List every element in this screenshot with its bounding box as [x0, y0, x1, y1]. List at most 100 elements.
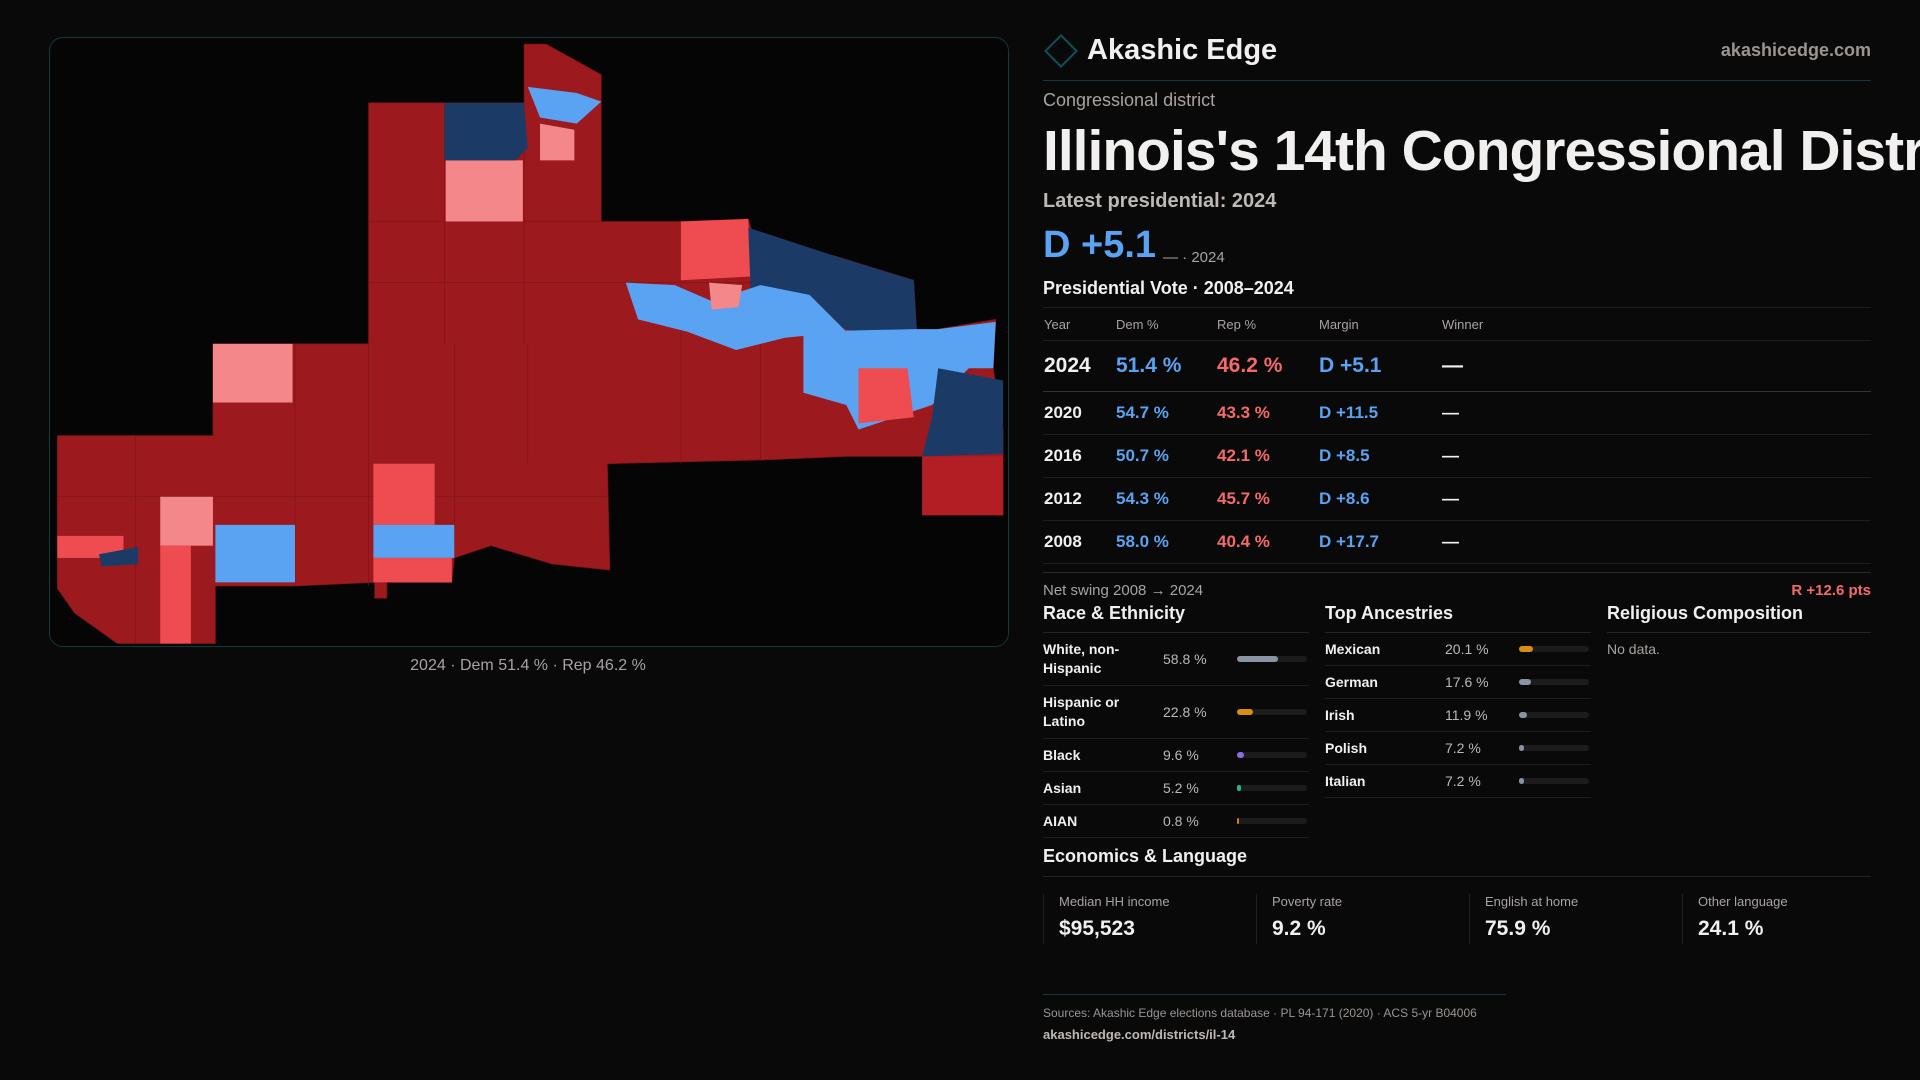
stat-value: $95,523: [1059, 917, 1135, 940]
religion-section: Religious Composition No data.: [1607, 602, 1871, 657]
race-row: Hispanic or Latino 22.8 %: [1043, 686, 1309, 739]
race-section: Race & Ethnicity White, non-Hispanic 58.8…: [1043, 602, 1309, 838]
cell-winner: —: [1441, 477, 1871, 521]
cell-year: 2024: [1043, 340, 1115, 392]
race-bar-fill: [1237, 709, 1253, 715]
econ-stat: English at home 75.9 %: [1469, 894, 1675, 944]
precinct: [527, 86, 602, 124]
precinct: [540, 123, 575, 161]
stat-label: English at home: [1485, 894, 1579, 909]
race-row: Asian 5.2 %: [1043, 772, 1309, 805]
ancestry-label: Mexican: [1325, 640, 1381, 657]
site-link[interactable]: akashicedge.com: [1720, 40, 1871, 60]
ancestry-bar: [1519, 646, 1589, 652]
latest-label: Latest presidential: 2024: [1043, 190, 1277, 212]
stat-label: Poverty rate: [1272, 894, 1343, 909]
vote-table: Year Dem % Rep % Margin Winner 2024 51.4 …: [1043, 307, 1871, 564]
ancestry-bar-fill: [1519, 778, 1525, 784]
cell-margin: D +11.5: [1318, 391, 1441, 435]
precinct: [373, 557, 452, 583]
race-pct: 22.8 %: [1163, 704, 1207, 720]
district-shape: [56, 43, 1004, 644]
precinct: [160, 496, 213, 546]
stat-label: Median HH income: [1059, 894, 1170, 909]
sources: Sources: Akashic Edge elections database…: [1043, 1006, 1477, 1020]
diamond-icon: [1044, 33, 1078, 68]
ancestry-label: German: [1325, 673, 1378, 690]
precinct: [858, 368, 914, 424]
cell-winner: —: [1441, 520, 1871, 564]
col-margin: Margin: [1318, 307, 1441, 341]
latest-margin: D +5.1: [1043, 224, 1157, 266]
race-bar: [1237, 709, 1307, 715]
race-bar: [1237, 818, 1307, 824]
precinct: [160, 545, 191, 644]
religion-empty: No data.: [1607, 641, 1660, 657]
stat-value: 75.9 %: [1485, 917, 1551, 940]
race-bar: [1237, 785, 1307, 791]
race-bar-fill: [1237, 656, 1279, 662]
cell-rep: 43.3 %: [1216, 391, 1318, 435]
ancestry-row: Irish 11.9 %: [1325, 699, 1591, 732]
cell-dem: 51.4 %: [1115, 340, 1216, 392]
col-dem: Dem %: [1115, 307, 1216, 341]
ancestry-bar: [1519, 745, 1589, 751]
precinct: [445, 160, 523, 222]
race-label: Asian: [1043, 779, 1082, 796]
vote-row: 2024 51.4 % 46.2 % D +5.1—: [1043, 340, 1871, 392]
ancestry-bar-fill: [1519, 745, 1525, 751]
race-title: Race & Ethnicity: [1043, 602, 1309, 633]
map-caption: 2024 · Dem 51.4 % · Rep 46.2 %: [410, 657, 646, 674]
ancestry-row: German 17.6 %: [1325, 666, 1591, 699]
vote-row: 2020 54.7 % 43.3 % D +11.5—: [1043, 391, 1871, 435]
ancestry-title: Top Ancestries: [1325, 602, 1591, 633]
race-bar-fill: [1237, 785, 1241, 791]
ancestry-bar: [1519, 679, 1589, 685]
precinct: [212, 343, 293, 403]
cell-margin: D +8.5: [1318, 434, 1441, 478]
precinct: [709, 282, 743, 310]
col-winner: Winner: [1441, 307, 1871, 341]
ancestry-label: Irish: [1325, 706, 1355, 723]
econ-stat: Poverty rate 9.2 %: [1256, 894, 1462, 944]
header-divider: [1043, 80, 1871, 81]
cell-dem: 50.7 %: [1115, 434, 1216, 478]
latest-margin-sub: — · 2024: [1163, 249, 1225, 266]
race-row: White, non-Hispanic 58.8 %: [1043, 633, 1309, 686]
race-bar: [1237, 752, 1307, 758]
brand-logo[interactable]: Akashic Edge: [1043, 33, 1278, 68]
net-swing-value: R +12.6 pts: [1791, 582, 1871, 599]
district-url[interactable]: akashicedge.com/districts/il-14: [1043, 1027, 1236, 1042]
precinct: [680, 219, 751, 281]
cell-margin: D +5.1: [1318, 340, 1441, 392]
econ-stat: Median HH income $95,523: [1043, 894, 1249, 944]
ancestry-pct: 7.2 %: [1445, 740, 1481, 756]
ancestry-row: Italian 7.2 %: [1325, 765, 1591, 798]
cell-year: 2020: [1043, 391, 1115, 435]
vote-row: 2012 54.3 % 45.7 % D +8.6—: [1043, 477, 1871, 521]
vote-section-title: Presidential Vote · 2008–2024: [1043, 278, 1294, 298]
race-pct: 58.8 %: [1163, 651, 1207, 667]
race-bar: [1237, 656, 1307, 662]
cell-margin: D +8.6: [1318, 477, 1441, 521]
econ-title: Economics & Language: [1043, 846, 1871, 877]
col-rep: Rep %: [1216, 307, 1318, 341]
precinct: [373, 524, 455, 558]
precinct: [215, 524, 296, 583]
cell-dem: 54.7 %: [1115, 391, 1216, 435]
precinct: [625, 282, 847, 350]
cell-dem: 58.0 %: [1115, 520, 1216, 564]
ancestry-row: Polish 7.2 %: [1325, 732, 1591, 765]
race-label: AIAN: [1043, 812, 1078, 829]
district-map[interactable]: [49, 37, 1009, 647]
ancestry-pct: 11.9 %: [1445, 707, 1488, 723]
brand-name: Akashic Edge: [1087, 34, 1278, 66]
ancestry-pct: 7.2 %: [1445, 773, 1481, 789]
cell-year: 2016: [1043, 434, 1115, 478]
vote-row: 2016 50.7 % 42.1 % D +8.5—: [1043, 434, 1871, 478]
ancestry-bar-fill: [1519, 712, 1528, 718]
cell-margin: D +17.7: [1318, 520, 1441, 564]
race-pct: 9.6 %: [1163, 747, 1199, 763]
race-bar-fill: [1237, 752, 1244, 758]
ancestry-bar: [1519, 712, 1589, 718]
